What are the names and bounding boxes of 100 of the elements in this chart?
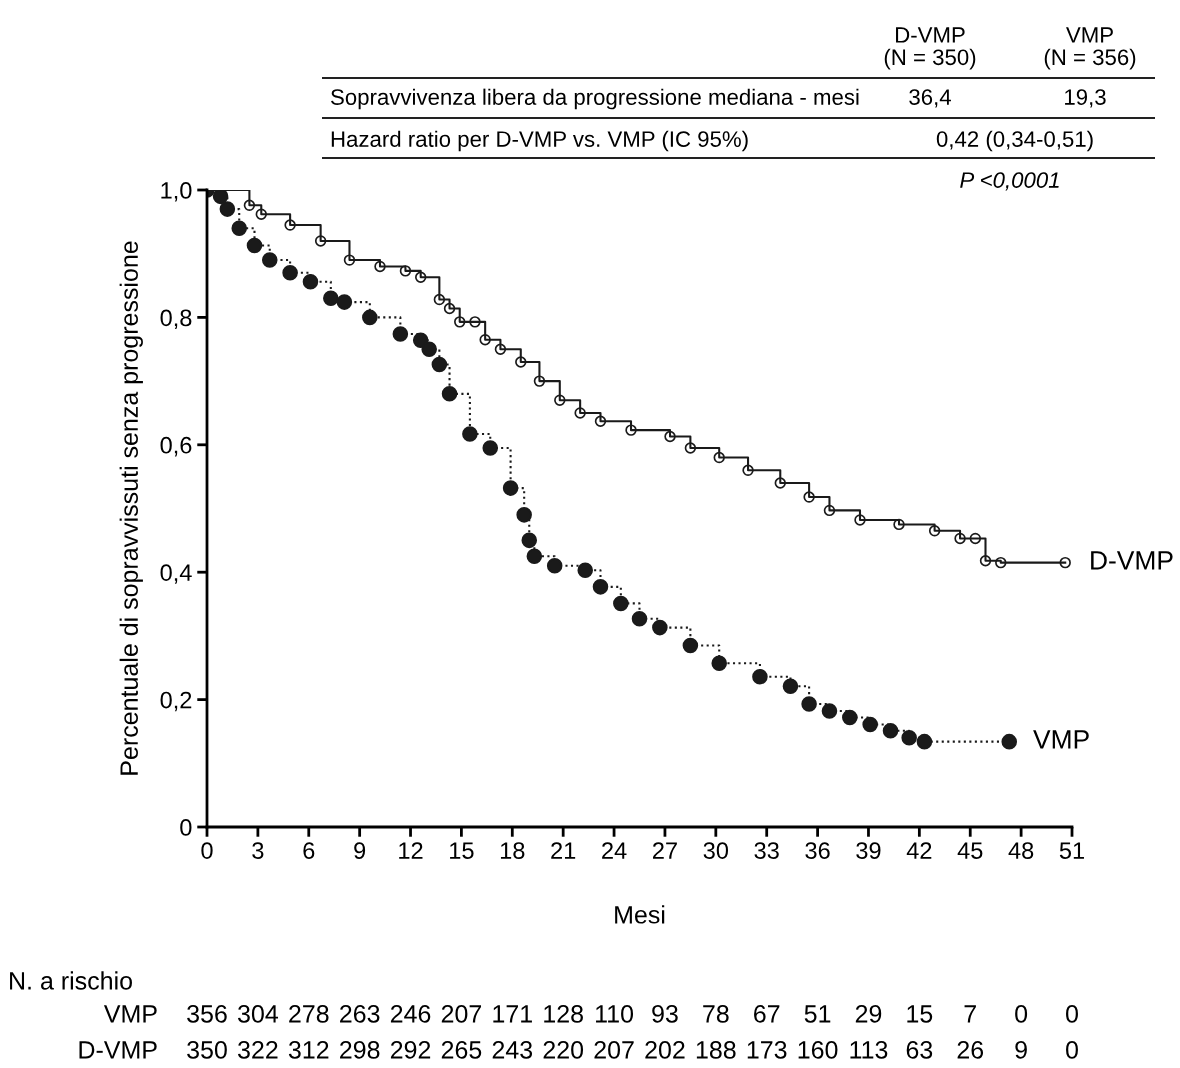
text: 15 bbox=[907, 1005, 933, 1023]
point bbox=[854, 514, 866, 526]
point bbox=[469, 316, 481, 328]
point bbox=[652, 619, 668, 636]
point bbox=[479, 333, 491, 346]
point bbox=[842, 709, 858, 726]
point bbox=[782, 678, 799, 695]
point bbox=[219, 201, 236, 217]
text: 0 bbox=[1015, 1005, 1028, 1023]
point bbox=[454, 316, 466, 328]
text: 160 bbox=[798, 1041, 838, 1059]
text: VMP bbox=[103, 1005, 157, 1023]
point bbox=[246, 237, 263, 254]
text: 29 bbox=[855, 1005, 882, 1023]
text: N. a rischio bbox=[10, 971, 132, 990]
point bbox=[336, 294, 353, 310]
text: 263 bbox=[340, 1005, 380, 1023]
point bbox=[1001, 733, 1018, 750]
text: 243 bbox=[492, 1041, 533, 1059]
point bbox=[594, 415, 607, 427]
point bbox=[515, 356, 527, 368]
point bbox=[613, 595, 629, 612]
point bbox=[821, 703, 838, 719]
text: D-VMP (N = 350) bbox=[884, 27, 976, 70]
x-tick-label: 3 bbox=[252, 842, 264, 859]
x-axis-title: Mesi bbox=[615, 905, 665, 924]
x-tick-label: 9 bbox=[354, 842, 366, 859]
point bbox=[462, 426, 478, 442]
text: 202 bbox=[645, 1041, 685, 1059]
x-tick-label: 30 bbox=[703, 842, 729, 859]
text: 63 bbox=[906, 1041, 933, 1059]
text: Sopravvivenza libera da progressione mediana - mesi bbox=[331, 88, 859, 110]
point bbox=[494, 343, 507, 355]
point bbox=[212, 190, 229, 205]
x-tick-label: 39 bbox=[856, 842, 881, 859]
y-tick-label: 0 bbox=[180, 819, 192, 836]
point bbox=[969, 532, 982, 545]
y-axis-title: Percentuale di sopravvissuti senza progressione bbox=[119, 241, 143, 775]
series-label: D-VMP bbox=[1091, 551, 1173, 570]
text: Hazard ratio per D-VMP vs. VMP (IC 95%) bbox=[331, 130, 748, 152]
point bbox=[713, 451, 725, 464]
point bbox=[862, 716, 878, 733]
point bbox=[443, 302, 456, 315]
text: 93 bbox=[652, 1005, 678, 1023]
point bbox=[801, 696, 817, 712]
point bbox=[374, 260, 386, 273]
point bbox=[774, 477, 786, 489]
point bbox=[1059, 556, 1071, 569]
point bbox=[742, 464, 754, 476]
text: 188 bbox=[696, 1041, 736, 1059]
point bbox=[577, 562, 594, 579]
x-tick-label: 33 bbox=[754, 842, 779, 859]
point bbox=[302, 273, 319, 290]
point bbox=[343, 254, 356, 266]
point bbox=[415, 271, 427, 283]
x-tick-label: 27 bbox=[653, 842, 677, 859]
point bbox=[261, 252, 278, 268]
point bbox=[554, 394, 566, 406]
text: 19,3 bbox=[1065, 89, 1106, 108]
text: 292 bbox=[390, 1041, 431, 1059]
text: 26 bbox=[957, 1041, 984, 1059]
text: 207 bbox=[441, 1005, 482, 1023]
x-tick-label: 24 bbox=[602, 842, 627, 859]
point bbox=[574, 407, 586, 419]
text: 128 bbox=[544, 1005, 583, 1023]
text: 51 bbox=[804, 1005, 831, 1023]
point bbox=[282, 265, 298, 281]
text: 0 bbox=[1066, 1041, 1078, 1059]
text: 322 bbox=[237, 1041, 278, 1059]
point bbox=[682, 637, 699, 654]
y-tick-label: 0,8 bbox=[160, 309, 192, 329]
point bbox=[995, 556, 1007, 569]
text: 265 bbox=[441, 1041, 482, 1059]
text: 110 bbox=[596, 1005, 634, 1023]
point bbox=[979, 555, 992, 567]
point bbox=[684, 442, 697, 454]
text: 298 bbox=[340, 1041, 380, 1059]
point bbox=[711, 655, 727, 672]
point bbox=[431, 356, 448, 373]
point bbox=[916, 733, 933, 750]
text: 171 bbox=[493, 1005, 532, 1023]
point bbox=[323, 290, 339, 307]
text: 113 bbox=[850, 1041, 888, 1059]
y-tick-label: 0,2 bbox=[160, 691, 192, 712]
point bbox=[502, 480, 519, 496]
point bbox=[592, 579, 609, 595]
text: 304 bbox=[237, 1005, 279, 1023]
point bbox=[882, 723, 899, 739]
text: 173 bbox=[747, 1041, 787, 1059]
point bbox=[823, 504, 836, 517]
text: VMP (N = 356) bbox=[1044, 27, 1136, 70]
x-tick-label: 36 bbox=[805, 842, 830, 859]
point bbox=[901, 730, 917, 746]
text: 67 bbox=[754, 1005, 780, 1023]
text: 350 bbox=[187, 1041, 227, 1059]
y-tick-label: 1,0 bbox=[161, 182, 192, 202]
x-tick-label: 51 bbox=[1059, 842, 1084, 859]
text: 278 bbox=[289, 1005, 329, 1023]
point bbox=[546, 558, 563, 574]
point bbox=[664, 430, 676, 443]
